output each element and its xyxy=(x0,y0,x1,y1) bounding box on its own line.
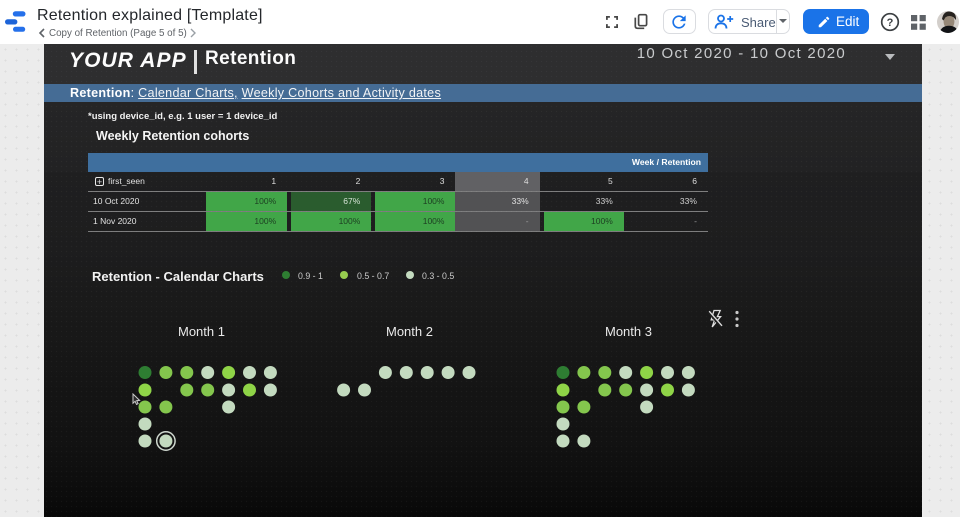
svg-text:?: ? xyxy=(887,17,894,29)
